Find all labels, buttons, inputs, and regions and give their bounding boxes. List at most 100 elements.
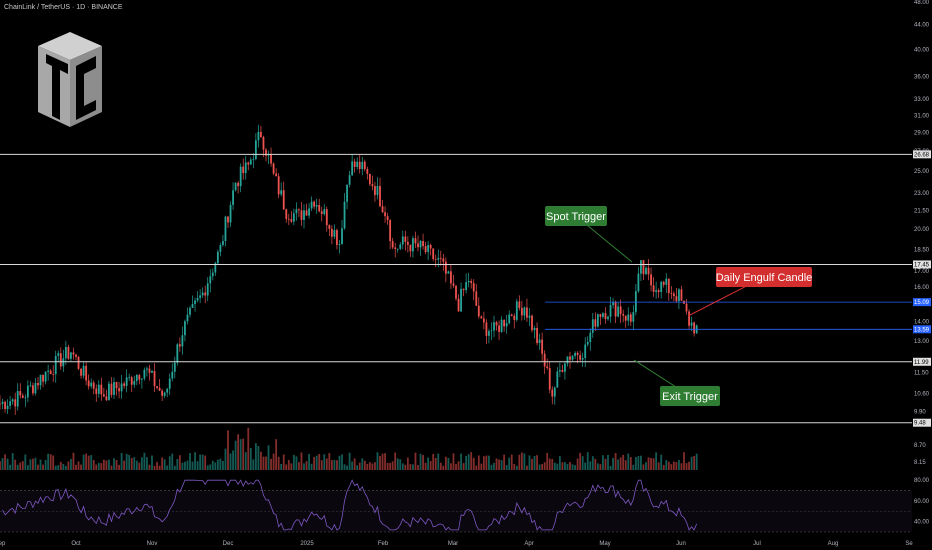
candle-body bbox=[252, 159, 255, 160]
volume-bar bbox=[272, 453, 275, 470]
volume-bar bbox=[214, 462, 217, 470]
volume-bar bbox=[376, 452, 379, 470]
volume-bar bbox=[434, 457, 437, 470]
volume-bar bbox=[102, 459, 105, 470]
volume-bar bbox=[515, 465, 518, 470]
candle-body bbox=[24, 397, 27, 399]
volume-bar bbox=[26, 465, 29, 470]
candle-body bbox=[627, 314, 630, 321]
candle-body bbox=[333, 230, 336, 237]
candle-body bbox=[290, 219, 293, 222]
price-tick-label: 8.70 bbox=[914, 443, 926, 449]
candle-body bbox=[275, 173, 278, 177]
candle-body bbox=[680, 289, 683, 301]
time-tick-label: Se bbox=[905, 541, 913, 547]
candle-body bbox=[556, 371, 559, 388]
rsi-layer: 80.00 60.00 40.00 bbox=[0, 478, 930, 533]
candle-body bbox=[361, 161, 364, 170]
candle-body bbox=[586, 342, 589, 345]
volume-bar bbox=[295, 456, 298, 470]
candle-body bbox=[368, 173, 371, 185]
volume-bar bbox=[9, 464, 12, 470]
candle-body bbox=[42, 374, 44, 382]
volume-bar bbox=[163, 459, 166, 470]
volume-bar bbox=[470, 452, 473, 470]
candle-body bbox=[346, 184, 348, 202]
volume-bar bbox=[6, 458, 9, 470]
volume-bar bbox=[229, 453, 232, 470]
volume-bar bbox=[0, 461, 1, 470]
candle-body bbox=[533, 327, 536, 331]
candle-body bbox=[72, 352, 75, 355]
volume-bar bbox=[617, 459, 620, 470]
volume-bar bbox=[120, 452, 123, 470]
volume-bar bbox=[657, 462, 660, 470]
candle-body bbox=[482, 318, 485, 323]
candle-body bbox=[166, 388, 169, 393]
candle-body bbox=[417, 243, 419, 248]
candle-body bbox=[594, 319, 597, 327]
candle-body bbox=[591, 319, 594, 333]
candle-body bbox=[584, 344, 587, 359]
volume-bar bbox=[422, 454, 424, 470]
volume-bar bbox=[424, 462, 427, 470]
candle-body bbox=[239, 166, 242, 187]
candle-body bbox=[650, 274, 652, 286]
candle-body bbox=[133, 381, 136, 385]
volume-bar bbox=[614, 453, 617, 470]
candle-body bbox=[462, 288, 465, 291]
candle-body bbox=[391, 241, 394, 248]
volume-bar bbox=[118, 464, 120, 470]
volume-bar bbox=[351, 461, 354, 470]
candle-body bbox=[553, 387, 556, 397]
candle-body bbox=[490, 330, 493, 332]
candle-body bbox=[450, 271, 452, 284]
volume-bar bbox=[227, 430, 229, 470]
volume-bar bbox=[336, 460, 338, 470]
candle-body bbox=[475, 291, 478, 306]
volume-bar bbox=[90, 455, 93, 470]
candle-body bbox=[130, 377, 133, 385]
candle-body bbox=[123, 383, 126, 386]
volume-bar bbox=[21, 461, 24, 470]
candle-body bbox=[151, 371, 153, 373]
volume-bar bbox=[541, 464, 544, 470]
volume-bar bbox=[37, 464, 39, 470]
price-tick-label: 44.00 bbox=[914, 23, 930, 29]
tc-cube-logo-icon bbox=[38, 32, 102, 127]
candle-body bbox=[439, 257, 442, 259]
volume-bar bbox=[690, 456, 693, 470]
candle-body bbox=[87, 380, 90, 387]
volume-bar bbox=[184, 461, 186, 470]
candle-body bbox=[523, 307, 526, 316]
candle-body bbox=[604, 313, 607, 320]
volume-bar bbox=[523, 453, 526, 470]
candle-body bbox=[184, 321, 186, 336]
volume-bar bbox=[244, 452, 247, 470]
volume-bar bbox=[113, 458, 115, 470]
candle-body bbox=[508, 314, 511, 324]
volume-bar bbox=[465, 455, 468, 470]
volume-bar bbox=[490, 464, 493, 470]
candle-body bbox=[675, 296, 678, 302]
volume-bar bbox=[211, 460, 214, 470]
price-tick-label: 16.00 bbox=[914, 285, 930, 291]
candle-body bbox=[495, 322, 498, 326]
volume-bar bbox=[622, 454, 625, 470]
volume-bar bbox=[695, 453, 698, 470]
level-price-label: 11.99 bbox=[914, 360, 929, 366]
volume-bar bbox=[680, 463, 683, 470]
candle-body bbox=[287, 218, 290, 220]
candle-body bbox=[110, 383, 113, 395]
candle-body bbox=[254, 140, 257, 160]
volume-bar bbox=[49, 454, 52, 470]
candle-body bbox=[477, 305, 480, 317]
volume-bar bbox=[242, 438, 245, 470]
candle-body bbox=[44, 371, 47, 382]
candle-body bbox=[295, 209, 298, 214]
volume-bar bbox=[300, 452, 303, 470]
volume-bar bbox=[558, 456, 561, 470]
volume-bar bbox=[82, 454, 85, 470]
candle-body bbox=[384, 212, 386, 217]
